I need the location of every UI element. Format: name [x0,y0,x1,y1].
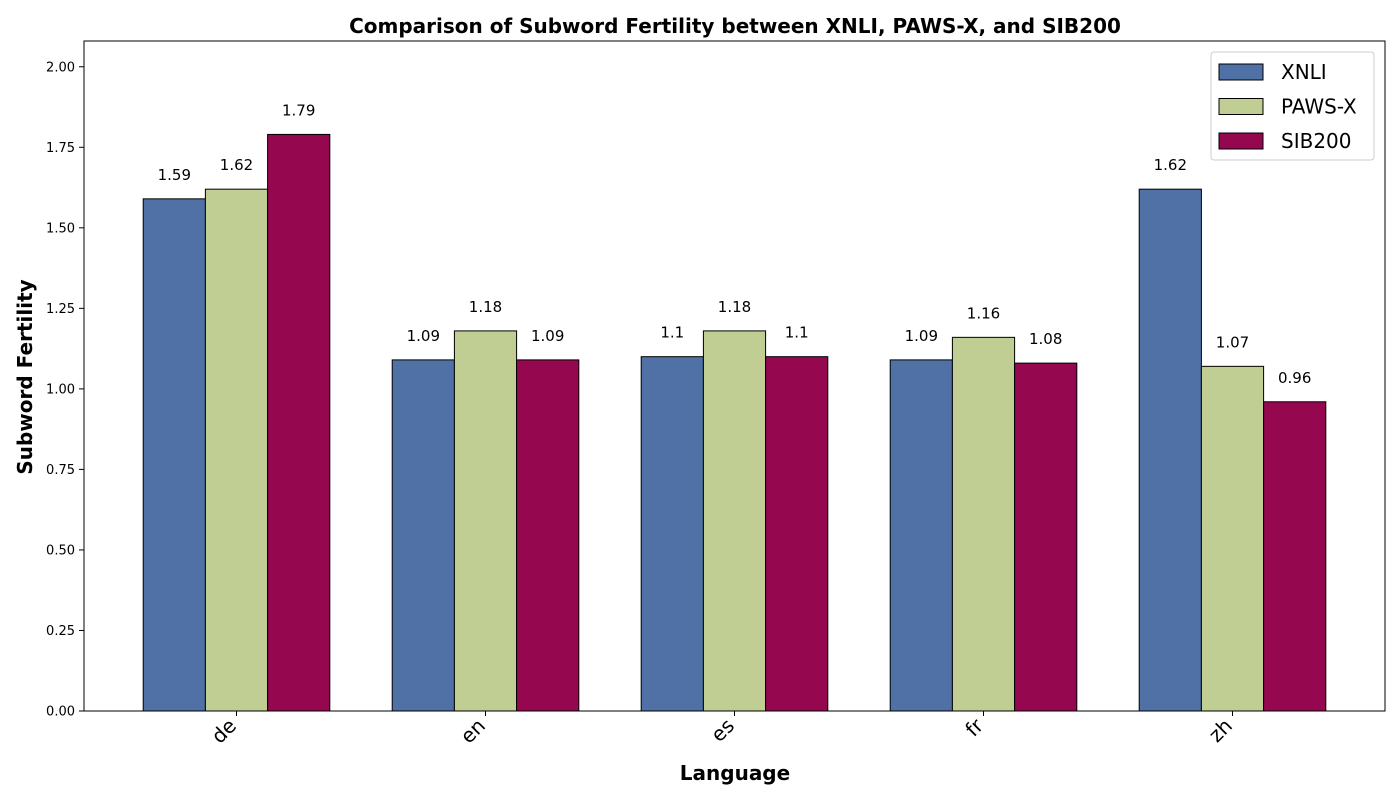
y-tick-label: 1.00 [46,382,75,397]
data-label-pawsx-fr: 1.16 [967,304,1000,322]
bar-sib200-zh [1263,401,1327,712]
data-label-pawsx-en: 1.18 [469,298,502,316]
legend-swatch-pawsx [1218,98,1264,115]
y-tick-label: 1.75 [46,141,75,156]
data-label-xnli-en: 1.09 [407,327,440,345]
bar-pawsx-zh [1200,365,1265,712]
bar-xnli-es [640,356,704,712]
bar-sib200-fr [1014,362,1078,712]
data-label-xnli-es: 1.1 [660,324,684,342]
legend-label-sib200: SIB200 [1281,129,1352,153]
legend-swatch-xnli [1218,63,1264,81]
legend-label-pawsx: PAWS-X [1281,95,1357,119]
y-tick-label: 2.00 [46,60,75,75]
data-label-pawsx-de: 1.62 [220,156,253,174]
bars-group [142,133,1327,712]
y-tick-label: 0.25 [46,624,75,639]
legend-label-xnli: XNLI [1281,60,1327,84]
x-tick-label-en: en [455,714,490,749]
y-tick-label: 1.50 [46,221,75,236]
bar-xnli-fr [889,359,953,712]
x-axis: de en es fr zh [206,711,1237,748]
y-tick-label: 1.25 [46,302,75,317]
data-label-sib200-es: 1.1 [785,324,809,342]
bar-xnli-zh [1138,188,1202,712]
x-tick-label-es: es [706,714,739,747]
data-labels-group: 1.59 1.62 1.79 1.09 1.18 1.09 1.1 1.18 1.1 1.09 1.… [158,101,1312,386]
data-label-pawsx-zh: 1.07 [1216,333,1249,351]
bar-sib200-en [516,359,580,712]
y-axis-label: Subword Fertility [13,279,37,474]
bar-xnli-en [391,359,455,712]
data-label-sib200-de: 1.79 [282,101,315,119]
data-label-xnli-zh: 1.62 [1154,156,1187,174]
data-label-sib200-fr: 1.08 [1029,330,1062,348]
data-label-xnli-de: 1.59 [158,166,191,184]
bar-sib200-es [765,356,829,712]
x-axis-label: Language [680,761,790,785]
data-label-sib200-zh: 0.96 [1278,369,1311,387]
bar-pawsx-en [453,330,518,712]
data-label-xnli-fr: 1.09 [905,327,938,345]
data-label-pawsx-es: 1.18 [718,298,751,316]
bar-xnli-de [142,198,206,712]
y-axis: 0.00 0.25 0.50 0.75 1.00 1.25 1.50 1.75 2.00 [46,60,84,720]
y-tick-label: 0.50 [46,543,75,558]
bar-pawsx-de [204,188,269,712]
x-tick-label-fr: fr [960,713,988,741]
x-tick-label-de: de [206,714,241,749]
x-tick-label-zh: zh [1204,714,1237,747]
chart-title: Comparison of Subword Fertility between … [349,14,1121,38]
y-tick-label: 0.00 [46,705,75,720]
bar-pawsx-fr [951,336,1016,712]
legend-swatch-sib200 [1218,132,1264,150]
y-tick-label: 0.75 [46,463,75,478]
data-label-sib200-en: 1.09 [531,327,564,345]
bar-pawsx-es [702,330,767,712]
legend: XNLI PAWS-X SIB200 [1210,51,1375,161]
bar-sib200-de [267,133,331,712]
